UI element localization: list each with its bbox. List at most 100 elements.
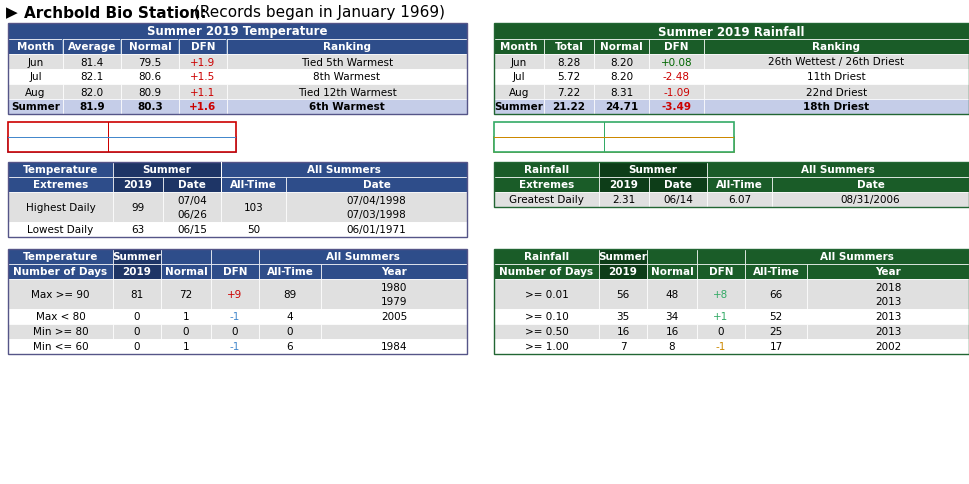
Text: Min >= 80: Min >= 80 (33, 327, 88, 337)
Text: Date: Date (857, 180, 885, 190)
Text: Driest Summer: Driest Summer (510, 140, 588, 150)
Bar (63, 55, 121, 70)
Bar (544, 40, 594, 55)
Bar (286, 178, 467, 193)
Text: 2018
2013: 2018 2013 (875, 283, 901, 306)
Text: >= 0.50: >= 0.50 (524, 327, 569, 337)
Text: Normal: Normal (600, 43, 642, 52)
Bar (599, 193, 649, 208)
Bar (8, 222, 467, 223)
Bar (63, 100, 121, 115)
Bar (113, 264, 161, 279)
Bar (745, 309, 807, 324)
Bar (211, 309, 259, 324)
Bar (8, 339, 113, 354)
Text: Average: Average (68, 43, 116, 52)
Bar (704, 70, 969, 85)
Text: 78.8 in 1984: 78.8 in 1984 (140, 140, 204, 150)
Bar (113, 309, 161, 324)
Text: 11th Driest: 11th Driest (807, 72, 866, 82)
Text: 8: 8 (669, 342, 675, 352)
Bar (113, 223, 163, 238)
Text: 8th Warmest: 8th Warmest (314, 72, 381, 82)
Text: DFN: DFN (191, 43, 215, 52)
Bar (178, 40, 179, 55)
Bar (8, 138, 236, 152)
Text: Min <= 60: Min <= 60 (33, 342, 88, 352)
Bar (63, 85, 121, 100)
Bar (179, 55, 227, 70)
Text: All-Time: All-Time (230, 180, 277, 190)
Bar (649, 70, 704, 85)
Text: 0: 0 (718, 327, 724, 337)
Bar (494, 24, 969, 40)
Bar (494, 178, 599, 193)
Text: All-Time: All-Time (266, 267, 313, 277)
Text: 80.6: 80.6 (139, 72, 162, 82)
Bar (163, 193, 221, 223)
Text: Date: Date (178, 180, 206, 190)
Bar (807, 324, 969, 339)
Bar (697, 339, 745, 354)
Bar (8, 324, 113, 339)
Bar (113, 324, 161, 339)
Text: Number of Days: Number of Days (499, 267, 594, 277)
Bar (494, 138, 734, 152)
Text: 8.31: 8.31 (610, 87, 633, 97)
Bar (8, 123, 236, 152)
Bar (704, 100, 969, 115)
Bar (8, 85, 63, 100)
Text: Warmest Summer: Warmest Summer (11, 125, 105, 135)
Text: 8.20: 8.20 (610, 72, 633, 82)
Bar (8, 100, 63, 115)
Bar (179, 100, 227, 115)
Bar (179, 40, 227, 55)
Bar (494, 114, 969, 115)
Text: Summer: Summer (494, 102, 544, 112)
Bar (321, 339, 467, 354)
Bar (494, 100, 544, 115)
Text: 2013: 2013 (875, 312, 901, 322)
Bar (594, 100, 649, 115)
Bar (211, 324, 259, 339)
Text: Archbold Bio Station:: Archbold Bio Station: (24, 5, 206, 20)
Text: 89: 89 (283, 289, 297, 300)
Bar (599, 309, 647, 324)
Text: Year: Year (381, 267, 407, 277)
Bar (63, 70, 121, 85)
Text: Summer: Summer (11, 102, 60, 112)
Text: All Summers: All Summers (326, 252, 400, 262)
Bar (211, 264, 259, 279)
Text: 0: 0 (134, 342, 141, 352)
Bar (8, 55, 63, 70)
Text: 5.72: 5.72 (557, 72, 580, 82)
Bar (647, 279, 697, 309)
Text: +0.08: +0.08 (661, 58, 692, 67)
Bar (161, 324, 211, 339)
Text: 34: 34 (666, 312, 678, 322)
Bar (704, 55, 969, 70)
Text: 2019: 2019 (609, 267, 638, 277)
Text: Coolest Summer: Coolest Summer (15, 140, 102, 150)
Bar (494, 99, 969, 100)
Text: 99: 99 (132, 203, 144, 212)
Text: Date: Date (362, 180, 391, 190)
Text: 80.3: 80.3 (138, 102, 163, 112)
Text: Tied 12th Warmest: Tied 12th Warmest (297, 87, 396, 97)
Text: 0: 0 (183, 327, 189, 337)
Text: 8.28: 8.28 (557, 58, 580, 67)
Bar (211, 279, 259, 309)
Text: Extremes: Extremes (518, 180, 574, 190)
Bar (221, 178, 286, 193)
Text: 1984: 1984 (381, 342, 407, 352)
Text: Aug: Aug (509, 87, 529, 97)
Bar (599, 163, 707, 178)
Text: Year: Year (875, 267, 901, 277)
Bar (647, 339, 697, 354)
Text: 1: 1 (183, 342, 189, 352)
Bar (8, 84, 467, 85)
Text: Summer: Summer (142, 165, 192, 175)
Bar (807, 279, 969, 309)
Text: 10.76 in 2000: 10.76 in 2000 (633, 140, 705, 150)
Text: 08/31/2006: 08/31/2006 (841, 195, 900, 205)
